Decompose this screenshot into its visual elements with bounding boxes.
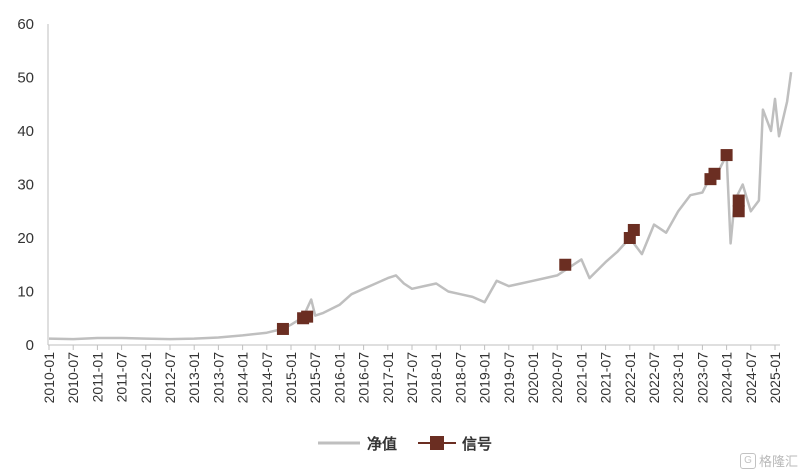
x-tick-label: 2020-07 <box>549 352 565 404</box>
legend-label-signal: 信号 <box>462 435 492 453</box>
x-tick-label: 2018-01 <box>428 352 444 404</box>
x-tick-label: 2022-07 <box>646 352 662 404</box>
watermark: G 格隆汇 <box>739 451 798 470</box>
x-tick-label: 2015-07 <box>307 352 323 404</box>
y-tick-label: 0 <box>26 337 34 354</box>
legend-label-nav: 净值 <box>367 435 397 453</box>
x-tick-label: 2013-01 <box>186 352 202 404</box>
x-tick-label: 2012-01 <box>138 352 154 404</box>
x-tick-label: 2010-07 <box>65 352 81 404</box>
watermark-text: 格隆汇 <box>758 454 798 469</box>
x-tick-label: 2023-01 <box>670 352 686 404</box>
x-tick-label: 2013-07 <box>210 352 226 404</box>
x-tick-label: 2011-07 <box>114 352 130 403</box>
series-line-nav <box>48 72 793 341</box>
x-tick-label: 2019-01 <box>477 352 493 404</box>
y-tick-label: 30 <box>17 177 34 194</box>
y-tick-label: 10 <box>17 284 34 301</box>
x-tick-label: 2020-01 <box>525 352 541 404</box>
signal-marker <box>627 223 640 236</box>
legend-marker-swatch <box>430 436 444 450</box>
signal-marker <box>559 258 572 271</box>
x-tick-label: 2022-01 <box>622 352 638 404</box>
x-tick-label: 2016-07 <box>356 352 372 404</box>
x-tick-label: 2023-07 <box>694 352 710 404</box>
x-tick-label: 2018-07 <box>452 352 468 404</box>
x-tick-label: 2024-01 <box>719 352 735 404</box>
y-tick-label: 40 <box>17 123 34 140</box>
series-layer <box>48 72 793 341</box>
signal-marker <box>732 205 745 218</box>
x-tick-label: 2010-01 <box>41 352 57 404</box>
signal-marker <box>708 167 721 180</box>
y-axis: 0 10 20 30 40 50 60 <box>17 16 49 354</box>
signal-marker <box>720 149 733 162</box>
signal-marker <box>276 322 289 335</box>
y-tick-label: 50 <box>17 70 34 87</box>
x-tick-label: 2021-07 <box>598 352 614 404</box>
x-tick-label: 2014-07 <box>259 352 275 404</box>
x-tick-label: 2021-01 <box>573 352 589 404</box>
x-tick-label: 2017-01 <box>380 352 396 404</box>
x-tick-label: 2014-01 <box>235 352 251 404</box>
y-tick-label: 20 <box>17 230 34 247</box>
signal-marker <box>301 310 314 323</box>
signal-marker <box>732 194 745 207</box>
watermark-logo-icon: G <box>739 452 756 469</box>
x-tick-label: 2015-01 <box>283 352 299 404</box>
x-axis: 2010-01 2010-07 2011-01 2011-07 2012-01 2012-… <box>41 344 783 404</box>
x-tick-label: 2016-01 <box>331 352 347 404</box>
x-tick-label: 2012-07 <box>162 352 178 404</box>
x-tick-label: 2011-01 <box>89 352 105 403</box>
x-tick-label: 2019-07 <box>501 352 517 404</box>
x-tick-label: 2024-07 <box>743 352 759 404</box>
y-tick-label: 60 <box>17 16 34 33</box>
legend: 净值 信号 <box>318 435 492 453</box>
x-tick-label: 2017-07 <box>404 352 420 404</box>
x-tick-label: 2025-01 <box>767 352 783 404</box>
